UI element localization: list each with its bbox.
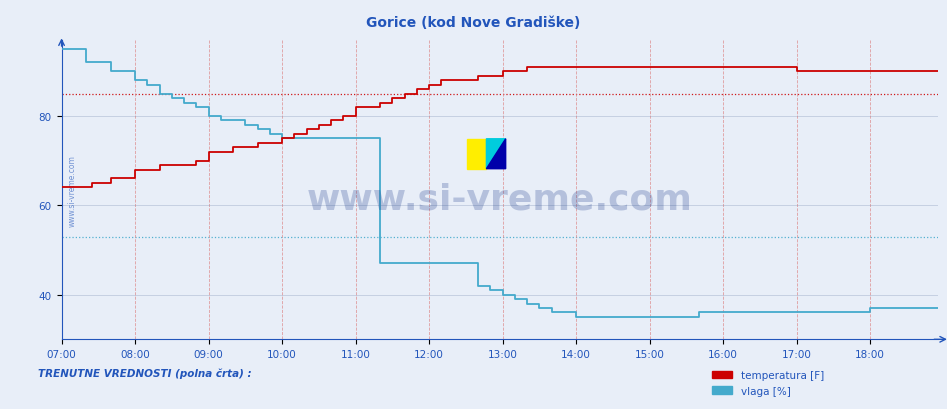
Text: TRENUTNE VREDNOSTI (polna črta) :: TRENUTNE VREDNOSTI (polna črta) :: [38, 368, 252, 379]
Text: www.si-vreme.com: www.si-vreme.com: [307, 182, 692, 216]
Polygon shape: [487, 139, 506, 169]
Text: Gorice (kod Nove Gradiške): Gorice (kod Nove Gradiške): [366, 16, 581, 30]
Polygon shape: [487, 139, 506, 169]
Bar: [467, 139, 487, 169]
Legend: temperatura [F], vlaga [%]: temperatura [F], vlaga [%]: [707, 366, 829, 400]
Text: www.si-vreme.com: www.si-vreme.com: [67, 154, 77, 226]
